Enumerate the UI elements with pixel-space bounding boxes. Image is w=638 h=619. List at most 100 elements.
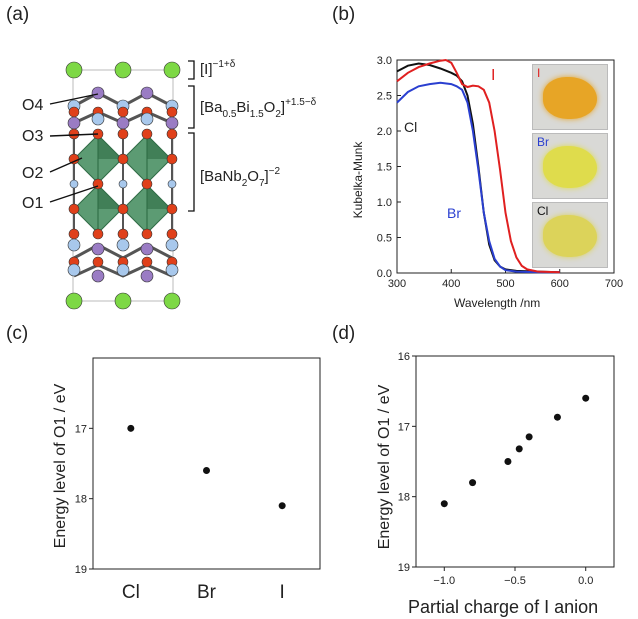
label-o2: O2 [22,165,43,182]
chart-b-ticks: 300 400 500 600 700 0.0 0.5 1.0 1.5 2.0 2.5 3.0 [377,55,623,290]
label-halide-layer: [I]−1+δ [200,59,236,78]
oxygen-atom [117,153,129,165]
oxygen-atom [68,203,80,215]
panel-label-b: (b) [332,4,356,25]
data-point [469,479,477,487]
label-perovskite-layer: [BaNb2O7]−2 [200,166,281,189]
oxygen-atom [68,128,80,140]
data-point [525,433,533,441]
label-bilayer: [Ba0.5Bi1.5O2]+1.5−δ [200,97,317,120]
ba-atom [165,238,179,252]
leader-o1 [49,185,99,203]
panel-label-a: (a) [6,4,30,25]
x-tick-label: 700 [605,278,623,290]
y-tick-label: 0.0 [377,268,392,280]
ba-atom [116,263,130,277]
x-tick-label: 0.0 [578,575,593,587]
x-tick-label: 400 [442,278,460,290]
chart-d-axes-box [415,355,615,568]
series-label-cl: Cl [404,119,417,135]
oxygen-atom [117,128,129,140]
series-line-br [396,81,560,274]
bracket-perovskite [188,132,195,212]
sample-photo-label: Br [537,135,549,149]
panel-label-d: (d) [332,323,356,344]
chart-d-xlabel: Partial charge of I anion [408,597,598,617]
octahedron-shade [98,185,122,209]
ba-atom [67,238,81,252]
chart-d-ylabel: Energy level of O1 / eV [376,384,393,549]
chart-d-energy-vs-charge: 16 17 18 19 −1.0 −0.5 0.0 Energy level of O1 /… [376,351,615,617]
octahedron-shade [147,185,171,209]
chart-c-energy-by-halide: 17 18 19 Cl Br I Energy level of O1 / eV [52,357,321,603]
category-label: Cl [122,582,140,603]
oxygen-atom [92,256,104,268]
y-tick-label: 0.5 [377,233,392,245]
oxygen-atom [166,203,178,215]
leader-o3 [49,133,99,137]
sample-photo-br: Br [532,133,608,199]
y-tick-label: 19 [398,562,410,574]
iodide-atom [114,61,132,79]
chart-b-ylabel: Kubelka-Munk [351,141,365,219]
ba-atom [167,179,177,189]
x-tick-label: 300 [388,278,406,290]
y-tick-label: 1.0 [377,197,392,209]
category-label: I [280,582,285,603]
y-tick-label: 17 [75,423,87,435]
iodide-atom [65,292,83,310]
y-tick-label: 19 [75,564,87,576]
chart-d-ticks: 16 17 18 19 −1.0 −0.5 0.0 [398,351,594,587]
iodide-atom [65,61,83,79]
category-label: Br [197,582,217,603]
oxygen-atom [92,228,104,240]
chart-c-points [127,424,286,510]
chart-c-ticks: 17 18 19 Cl Br I [75,423,285,603]
oxygen-atom [141,178,153,190]
structure-labels: O4 O3 O2 O1 [I]−1+δ [Ba0.5Bi1.5O2]+1.5−δ… [22,59,317,212]
data-point [515,445,523,453]
label-o3: O3 [22,128,43,145]
sample-photo-label: Cl [537,204,549,218]
octahedron-shade [147,135,171,159]
y-tick-label: 18 [398,492,410,504]
series-label-br: Br [447,205,461,221]
oxygen-atom [166,128,178,140]
chart-d-points [440,394,590,508]
ba-atom [140,112,154,126]
oxygen-atom [141,128,153,140]
atoms-layer [65,61,181,310]
chart-c-axes-box [92,357,321,570]
y-tick-label: 18 [75,494,87,506]
powder-sample [543,77,597,119]
y-tick-label: 1.5 [377,162,392,174]
x-tick-label: 500 [496,278,514,290]
data-point [504,458,512,465]
label-o4: O4 [22,97,43,114]
chart-d-frame [415,355,615,568]
leader-o2 [49,157,83,173]
bi-atom [91,242,105,256]
leader-o4 [49,93,99,105]
data-point [440,500,448,508]
bi-atom [91,86,105,100]
panel-label-c: (c) [6,323,29,344]
iodide-atom [114,292,132,310]
crystal-structure-diagram: O4 O3 O2 O1 [I]−1+δ [Ba0.5Bi1.5O2]+1.5−δ… [22,59,317,310]
chart-b-xlabel: Wavelength /nm [454,296,540,310]
bracket-bilayer [188,85,195,129]
label-o1: O1 [22,195,43,212]
bi-atom [140,86,154,100]
octahedra-layer [73,134,172,234]
ba-atom [67,263,81,277]
chart-b-absorption: 300 400 500 600 700 0.0 0.5 1.0 1.5 2.0 2.5 3.0 Wav… [351,55,623,310]
series-label-i: I [491,67,495,84]
chart-c-frame [92,357,321,570]
bi-atom [140,242,154,256]
ba-atom [69,179,79,189]
powder-sample [543,215,597,257]
oxygen-atom [166,153,178,165]
y-tick-label: 2.5 [377,91,392,103]
y-tick-label: 3.0 [377,55,392,67]
oxygen-atom [117,203,129,215]
